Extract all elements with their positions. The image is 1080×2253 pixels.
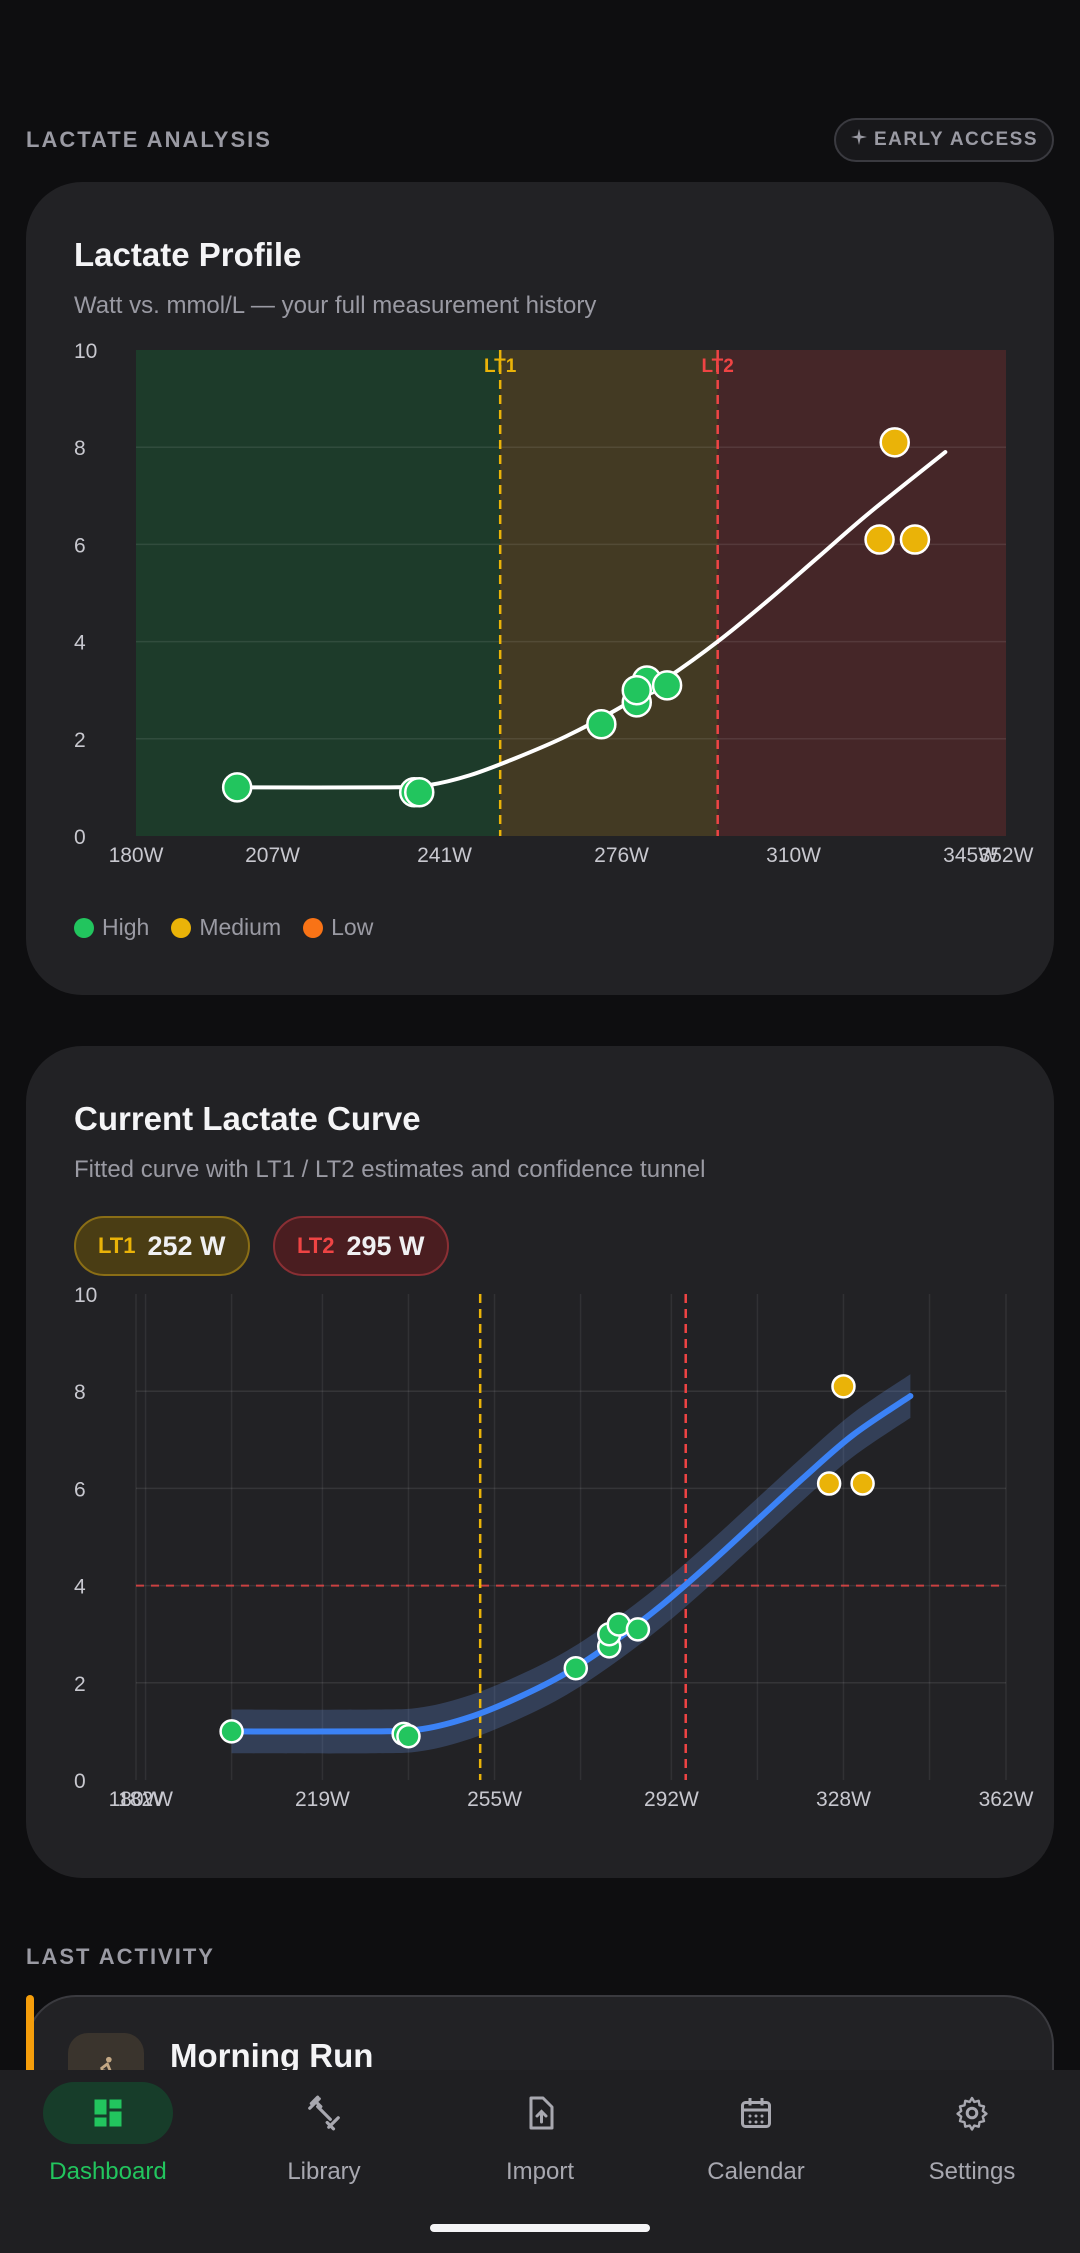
badge-label: EARLY ACCESS bbox=[873, 129, 1038, 150]
lt2-label: LT2 bbox=[297, 1233, 335, 1258]
x-tick-label: 292W bbox=[644, 1788, 699, 1811]
lactate-profile-card: Lactate Profile Watt vs. mmol/L — your f… bbox=[26, 182, 1054, 995]
nav-label: Import bbox=[505, 2158, 574, 2185]
data-point bbox=[586, 708, 617, 740]
x-tick-label: 310W bbox=[766, 844, 821, 867]
card-title: Current Lactate Curve bbox=[74, 1100, 421, 1137]
data-point bbox=[625, 1617, 651, 1642]
y-tick-label: 10 bbox=[74, 1284, 97, 1307]
x-tick-label: 219W bbox=[295, 1788, 350, 1811]
y-tick-label: 6 bbox=[74, 1478, 86, 1501]
data-point bbox=[651, 670, 683, 701]
x-tick-label: 345W bbox=[943, 844, 998, 867]
x-tick-label: 255W bbox=[467, 1788, 522, 1811]
activity-header: LAST ACTIVITY bbox=[26, 1944, 1054, 1970]
nav-label: Settings bbox=[928, 2158, 1016, 2185]
early-access-badge[interactable]: EARLY ACCESS bbox=[833, 118, 1054, 162]
legend-item-low: Low bbox=[303, 914, 373, 941]
nav-item-import[interactable]: Import bbox=[440, 2082, 640, 2253]
data-point bbox=[621, 674, 653, 706]
zone-band bbox=[717, 350, 1006, 836]
y-tick-label: 2 bbox=[74, 1673, 86, 1696]
dashboard-icon bbox=[43, 2082, 173, 2144]
nav-item-dashboard[interactable]: Dashboard bbox=[8, 2082, 208, 2253]
bottom-navigation: Dashboard Library Import Calendar Settin… bbox=[0, 2070, 1080, 2253]
x-tick-label: 241W bbox=[417, 844, 472, 867]
data-point bbox=[219, 1719, 244, 1744]
nav-label: Calendar bbox=[707, 2158, 805, 2185]
zone-band bbox=[500, 350, 718, 836]
activity-title: Morning Run bbox=[170, 2037, 374, 2074]
x-tick-label: 276W bbox=[594, 844, 649, 867]
analysis-header: LACTATE ANALYSIS EARLY ACCESS bbox=[26, 118, 1054, 162]
x-tick-label: 180W bbox=[109, 844, 164, 867]
y-tick-label: 4 bbox=[74, 632, 86, 655]
threshold-label: LT1 bbox=[484, 356, 517, 377]
y-tick-label: 4 bbox=[74, 1576, 86, 1599]
y-tick-label: 10 bbox=[74, 340, 97, 363]
card-title: Lactate Profile bbox=[74, 236, 302, 273]
card-subtitle: Fitted curve with LT1 / LT2 estimates an… bbox=[74, 1156, 706, 1183]
nav-label: Dashboard bbox=[49, 2158, 167, 2185]
y-tick-label: 8 bbox=[74, 1381, 86, 1404]
data-point bbox=[816, 1471, 842, 1496]
sparkle-icon bbox=[850, 128, 868, 152]
legend-dot bbox=[303, 917, 324, 938]
threshold-label: LT2 bbox=[701, 356, 733, 377]
data-point bbox=[899, 524, 931, 555]
nav-item-library[interactable]: Library bbox=[224, 2082, 424, 2253]
confidence-legend: High Medium Low bbox=[74, 914, 373, 941]
y-tick-label: 0 bbox=[74, 1770, 86, 1793]
confidence-tunnel bbox=[231, 1374, 911, 1754]
section-title: LAST ACTIVITY bbox=[26, 1944, 215, 1969]
x-tick-label: 328W bbox=[816, 1788, 871, 1811]
x-tick-label: 362W bbox=[979, 1788, 1034, 1811]
nav-item-calendar[interactable]: Calendar bbox=[656, 2082, 856, 2253]
legend-label: Medium bbox=[199, 914, 282, 940]
x-tick-label: 180W bbox=[109, 1788, 164, 1811]
data-point bbox=[879, 427, 910, 458]
card-subtitle: Watt vs. mmol/L — your full measurement … bbox=[74, 292, 597, 319]
data-point bbox=[404, 777, 435, 808]
lt2-value: 295 W bbox=[346, 1230, 425, 1261]
legend-dot bbox=[171, 917, 192, 938]
nav-item-settings[interactable]: Settings bbox=[872, 2082, 1072, 2253]
y-tick-label: 2 bbox=[74, 729, 86, 752]
legend-item-high: High bbox=[74, 914, 149, 941]
data-point bbox=[396, 1724, 421, 1749]
y-tick-label: 6 bbox=[74, 534, 86, 557]
x-tick-label: 207W bbox=[245, 844, 300, 867]
x-tick-label: 182W bbox=[118, 1788, 173, 1811]
current-curve-card: Current Lactate Curve Fitted curve with … bbox=[26, 1046, 1054, 1878]
legend-item-medium: Medium bbox=[171, 914, 281, 941]
lt2-pill: LT2 295 W bbox=[273, 1216, 449, 1276]
lt1-pill: LT1 252 W bbox=[74, 1216, 250, 1276]
zone-band bbox=[136, 350, 501, 836]
upload-file-icon bbox=[475, 2082, 605, 2144]
data-point bbox=[850, 1471, 875, 1496]
dumbbell-icon bbox=[259, 2082, 389, 2144]
data-point bbox=[221, 772, 253, 803]
y-tick-label: 8 bbox=[74, 437, 86, 460]
y-tick-label: 0 bbox=[74, 826, 86, 849]
legend-label: High bbox=[102, 914, 150, 940]
calendar-icon bbox=[691, 2082, 821, 2144]
nav-label: Library bbox=[287, 2158, 361, 2185]
home-indicator bbox=[430, 2224, 650, 2232]
activity-accent-bar bbox=[26, 1995, 34, 2135]
legend-label: Low bbox=[331, 914, 374, 940]
legend-dot bbox=[74, 917, 94, 938]
gear-icon bbox=[907, 2082, 1037, 2144]
lt1-label: LT1 bbox=[98, 1233, 136, 1258]
data-point bbox=[831, 1374, 856, 1399]
data-point bbox=[563, 1655, 589, 1681]
section-title: LACTATE ANALYSIS bbox=[26, 127, 272, 152]
data-point bbox=[864, 524, 895, 555]
x-tick-label: 352W bbox=[979, 844, 1034, 867]
lt1-value: 252 W bbox=[147, 1230, 226, 1261]
